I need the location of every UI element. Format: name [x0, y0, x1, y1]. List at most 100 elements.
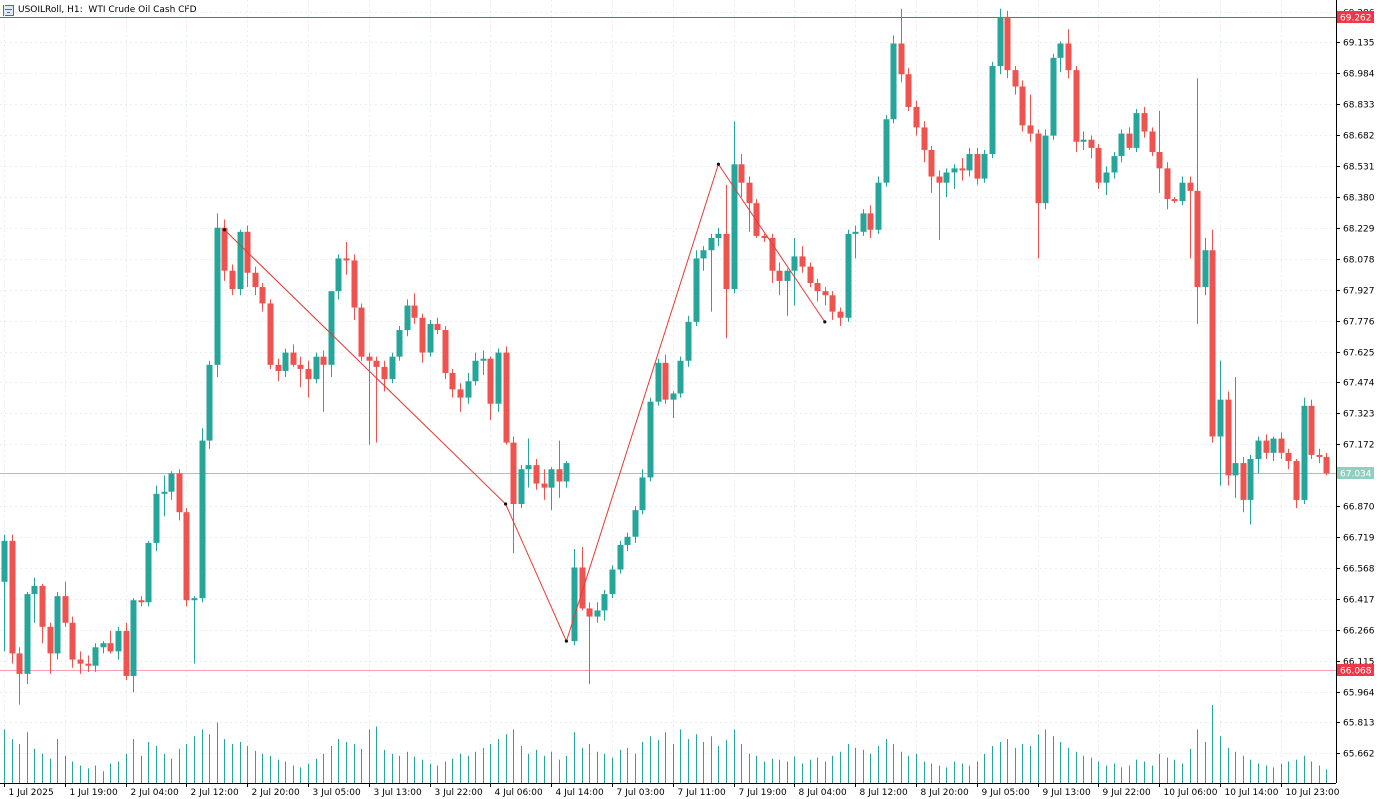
bearish-candle[interactable] [1156, 111, 1163, 193]
candles-group[interactable] [1, 8, 1330, 705]
bearish-candle[interactable] [556, 440, 563, 498]
bullish-candle[interactable] [852, 225, 859, 259]
bullish-candle[interactable] [860, 209, 867, 236]
bearish-candle[interactable] [373, 356, 380, 443]
bearish-candle[interactable] [1126, 127, 1133, 150]
bullish-candle[interactable] [708, 233, 715, 312]
bearish-candle[interactable] [769, 233, 776, 283]
chart-window-icon[interactable] [3, 4, 14, 16]
bearish-candle[interactable] [753, 199, 760, 238]
bearish-candle[interactable] [533, 458, 540, 490]
bearish-candle[interactable] [1187, 176, 1194, 259]
bearish-candle[interactable] [9, 534, 16, 664]
bullish-candle[interactable] [981, 149, 988, 183]
bullish-candle[interactable] [601, 589, 608, 621]
bullish-candle[interactable] [890, 35, 897, 124]
bullish-candle[interactable] [495, 348, 502, 412]
bullish-candle[interactable] [237, 229, 244, 296]
bearish-candle[interactable] [586, 602, 593, 685]
bearish-candle[interactable] [229, 264, 236, 296]
bearish-candle[interactable] [776, 262, 783, 296]
bullish-candle[interactable] [791, 237, 798, 306]
bullish-candle[interactable] [624, 532, 631, 552]
bearish-candle[interactable] [1149, 127, 1156, 157]
bearish-candle[interactable] [176, 469, 183, 521]
bullish-candle[interactable] [214, 213, 221, 378]
bearish-candle[interactable] [183, 508, 190, 607]
bullish-candle[interactable] [845, 229, 852, 322]
bearish-candle[interactable] [1012, 66, 1019, 95]
price-axis[interactable]: 69.28669.13568.98468.83368.68268.53168.3… [1336, 0, 1375, 783]
bearish-candle[interactable] [1225, 391, 1232, 486]
bearish-candle[interactable] [1088, 135, 1095, 159]
bearish-candle[interactable] [579, 547, 586, 611]
bearish-candle[interactable] [510, 436, 517, 554]
bearish-candle[interactable] [799, 246, 806, 273]
bearish-candle[interactable] [39, 583, 46, 644]
bullish-candle[interactable] [100, 641, 107, 654]
bearish-candle[interactable] [85, 655, 92, 672]
bullish-candle[interactable] [145, 540, 152, 607]
bullish-candle[interactable] [1057, 41, 1064, 73]
bullish-candle[interactable] [883, 115, 890, 187]
bearish-candle[interactable] [77, 651, 84, 674]
bullish-candle[interactable] [685, 315, 692, 367]
bearish-candle[interactable] [1278, 432, 1285, 459]
bearish-candle[interactable] [358, 303, 365, 361]
bearish-candle[interactable] [913, 100, 920, 136]
bullish-candle[interactable] [518, 465, 525, 509]
bullish-candle[interactable] [130, 598, 137, 693]
bearish-candle[interactable] [1095, 143, 1102, 189]
bullish-candle[interactable] [465, 373, 472, 404]
bearish-candle[interactable] [1240, 456, 1247, 513]
bullish-candle[interactable] [609, 565, 616, 599]
bullish-candle[interactable] [943, 168, 950, 198]
bearish-candle[interactable] [411, 293, 418, 324]
bearish-candle[interactable] [1323, 452, 1330, 476]
bearish-candle[interactable] [267, 299, 274, 369]
bullish-candle[interactable] [632, 506, 639, 543]
bearish-candle[interactable] [814, 278, 821, 302]
bearish-candle[interactable] [1004, 10, 1011, 79]
bearish-candle[interactable] [1141, 106, 1148, 138]
bullish-candle[interactable] [989, 61, 996, 159]
bearish-candle[interactable] [822, 287, 829, 306]
bullish-candle[interactable] [92, 643, 99, 672]
bearish-candle[interactable] [829, 291, 836, 320]
bearish-candle[interactable] [867, 205, 874, 238]
bullish-candle[interactable] [396, 325, 403, 361]
bullish-candle[interactable] [1050, 53, 1057, 140]
bullish-candle[interactable] [525, 438, 532, 488]
bearish-candle[interactable] [1019, 80, 1026, 132]
bearish-candle[interactable] [1293, 458, 1300, 509]
bullish-candle[interactable] [1301, 397, 1308, 505]
bearish-candle[interactable] [746, 176, 753, 232]
bullish-candle[interactable] [571, 549, 578, 646]
bullish-candle[interactable] [594, 602, 601, 623]
bullish-candle[interactable] [313, 352, 320, 384]
bearish-candle[interactable] [320, 350, 327, 412]
bearish-candle[interactable] [1035, 129, 1042, 259]
bullish-candle[interactable] [670, 391, 677, 419]
bearish-candle[interactable] [761, 233, 768, 243]
bearish-candle[interactable] [936, 170, 943, 240]
bullish-candle[interactable] [997, 8, 1004, 75]
bullish-candle[interactable] [1270, 436, 1277, 462]
bullish-candle[interactable] [480, 350, 487, 376]
bearish-candle[interactable] [1171, 197, 1178, 204]
bearish-candle[interactable] [138, 596, 145, 607]
bullish-candle[interactable] [389, 352, 396, 384]
bullish-candle[interactable] [1042, 129, 1049, 210]
bearish-candle[interactable] [290, 344, 297, 367]
bullish-candle[interactable] [191, 596, 198, 664]
bearish-candle[interactable] [259, 282, 266, 312]
bearish-candle[interactable] [434, 317, 441, 335]
bullish-candle[interactable] [617, 540, 624, 574]
bullish-candle[interactable] [1247, 454, 1254, 525]
bullish-candle[interactable] [1133, 109, 1140, 152]
bullish-candle[interactable] [24, 592, 31, 685]
bullish-candle[interactable] [1103, 166, 1110, 195]
bullish-candle[interactable] [1179, 176, 1186, 206]
bearish-candle[interactable] [1209, 229, 1216, 443]
